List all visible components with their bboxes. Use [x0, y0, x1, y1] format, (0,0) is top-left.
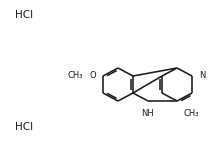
- Text: CH₃: CH₃: [183, 109, 199, 118]
- Text: CH₃: CH₃: [68, 72, 83, 80]
- Text: N: N: [199, 72, 205, 80]
- Text: HCl: HCl: [15, 122, 33, 132]
- Text: O: O: [89, 72, 96, 80]
- Text: HCl: HCl: [15, 10, 33, 20]
- Text: NH: NH: [142, 109, 154, 118]
